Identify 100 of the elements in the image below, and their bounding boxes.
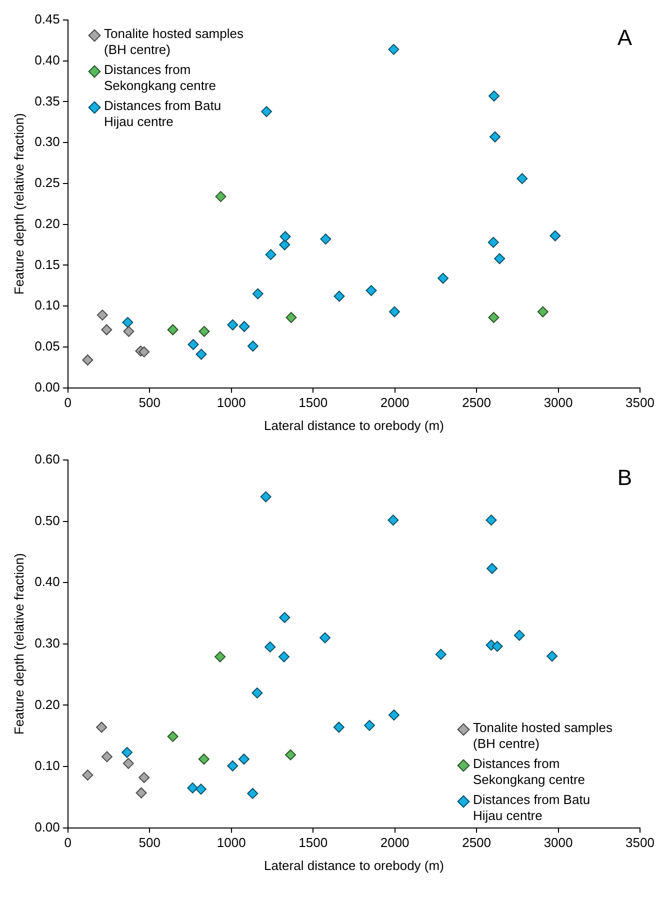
point [188,338,199,350]
point [122,316,134,328]
point [320,632,331,644]
point [167,324,178,336]
point [546,650,558,662]
point [388,710,400,721]
x-tick-label: 1500 [298,395,328,410]
x-tick-label: 2000 [380,835,410,850]
point [334,290,345,302]
x-tick-label: 0 [64,835,72,850]
x-tick-label: 2500 [462,395,492,410]
x-tick-label: 1000 [216,395,246,410]
point [537,306,548,318]
point [364,720,375,731]
point [550,230,561,242]
point [388,44,400,55]
legend-label: Tonalite hosted samples (BH centre) [473,720,614,752]
y-tick-label: 0.35 [34,93,60,108]
y-tick-label: 0.25 [34,175,60,190]
y-tick-label: 0.10 [34,298,60,313]
y-tick-label: 0.05 [34,338,60,354]
point [333,722,344,733]
y-tick-label: 0.60 [34,452,60,467]
x-axis-title: Lateral distance to orebody (m) [264,418,444,433]
point [388,306,400,318]
point [286,312,297,324]
point [123,326,134,337]
point [238,321,250,332]
point [247,340,258,352]
x-tick-label: 1000 [216,835,246,850]
legend-label: Distances from Sekongkang centre [473,756,586,788]
point [167,730,178,742]
y-tick-label: 0.40 [34,574,60,590]
annotation: B [617,465,632,490]
point [82,354,94,366]
point [138,772,150,784]
point [227,760,238,772]
point [196,348,207,360]
y-tick-label: 0.15 [34,256,60,272]
x-tick-label: 0 [64,395,72,410]
legend-label: Distances from Batu Hijau centre [473,792,592,824]
y-tick-label: 0.20 [34,216,60,231]
point [488,236,499,248]
y-tick-label: 0.40 [34,52,60,68]
y-tick-label: 0.50 [34,512,60,528]
point [514,630,525,641]
point [82,770,94,781]
x-tick-label: 1500 [298,835,328,850]
x-tick-label: 3000 [544,395,573,410]
legend-label: Distances from Sekongkang centre [104,62,218,94]
y-tick-label: 0.45 [34,12,60,27]
point [265,249,276,260]
y-tick-label: 0.20 [34,696,60,712]
y-tick-label: 0.10 [34,758,60,774]
point [438,272,449,284]
point [214,651,226,662]
point [494,253,506,264]
point [260,491,272,502]
point [490,131,501,142]
point [435,648,446,660]
point [136,787,147,798]
point [227,319,238,330]
point [280,231,291,242]
point [279,612,290,624]
x-tick-label: 3500 [626,835,654,850]
point [492,640,503,652]
point [366,285,377,296]
point [486,563,498,574]
point [252,687,263,698]
point [264,641,276,652]
x-tick-label: 3000 [544,835,573,850]
point [198,326,210,337]
point [486,514,497,526]
y-tick-label: 0.30 [34,635,60,650]
y-tick-label: 0.30 [34,134,60,150]
y-tick-label: 0.00 [34,379,60,394]
point [238,754,250,765]
point [122,746,133,758]
point [101,751,112,762]
point [285,749,296,760]
point [122,758,134,769]
point [279,239,290,250]
point [488,90,500,102]
point [195,784,206,795]
x-axis-title: Lateral distance to orebody (m) [264,858,444,873]
y-axis-title: Feature depth (relative fraction) [11,553,26,735]
x-tick-label: 2500 [462,835,492,850]
point [187,782,198,794]
x-tick-label: 3500 [626,395,654,410]
point [215,191,226,202]
point [96,310,108,321]
y-axis-title: Feature depth (relative fraction) [11,113,26,295]
point [388,514,399,526]
legend-label: Tonalite hosted samples (BH centre) [104,26,244,58]
point [261,106,272,118]
point [320,234,332,245]
y-tick-label: 0.00 [34,819,60,834]
legend-label: Distances from Batu Hijau centre [104,98,222,130]
annotation: A [617,25,632,50]
point [247,788,258,799]
